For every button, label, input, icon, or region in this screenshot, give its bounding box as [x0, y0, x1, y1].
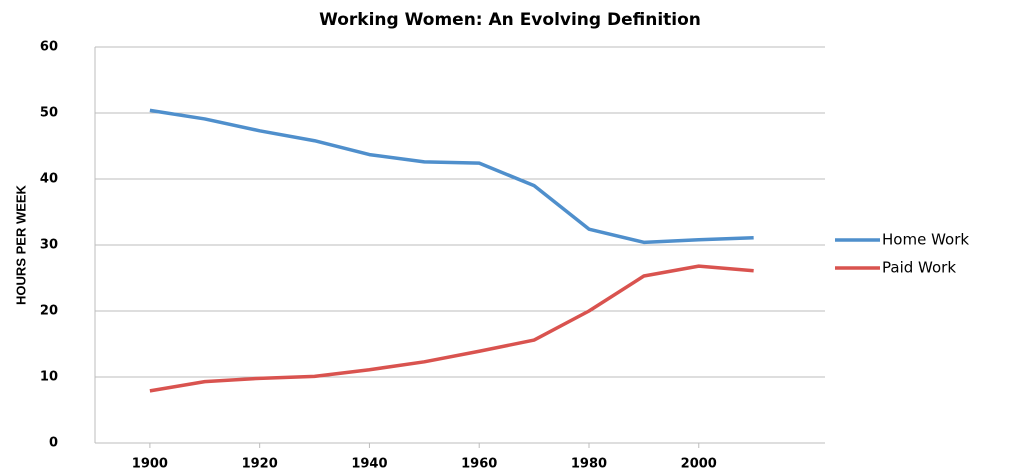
x-tick-label: 1980: [571, 457, 607, 470]
legend-label: Paid Work: [882, 259, 956, 277]
y-tick-label: 30: [40, 238, 58, 253]
y-tick-label: 20: [40, 304, 58, 319]
legend-label: Home Work: [882, 231, 969, 249]
x-tick-label: 1940: [351, 457, 387, 470]
chart-title: Working Women: An Evolving Definition: [319, 10, 701, 30]
y-tick-label: 10: [40, 370, 58, 385]
x-tick-label: 1960: [461, 457, 497, 470]
y-tick-label: 60: [40, 40, 58, 55]
y-tick-label: 40: [40, 172, 58, 187]
x-tick-label: 1900: [132, 457, 168, 470]
line: [149, 108, 754, 245]
y-tick-label: 0: [49, 436, 58, 451]
x-tick-label: 2000: [681, 457, 717, 470]
line: [149, 264, 754, 393]
x-tick-label: 1920: [242, 457, 278, 470]
y-tick-label: 50: [40, 106, 58, 121]
y-axis-label: HOURS PER WEEK: [13, 184, 28, 305]
